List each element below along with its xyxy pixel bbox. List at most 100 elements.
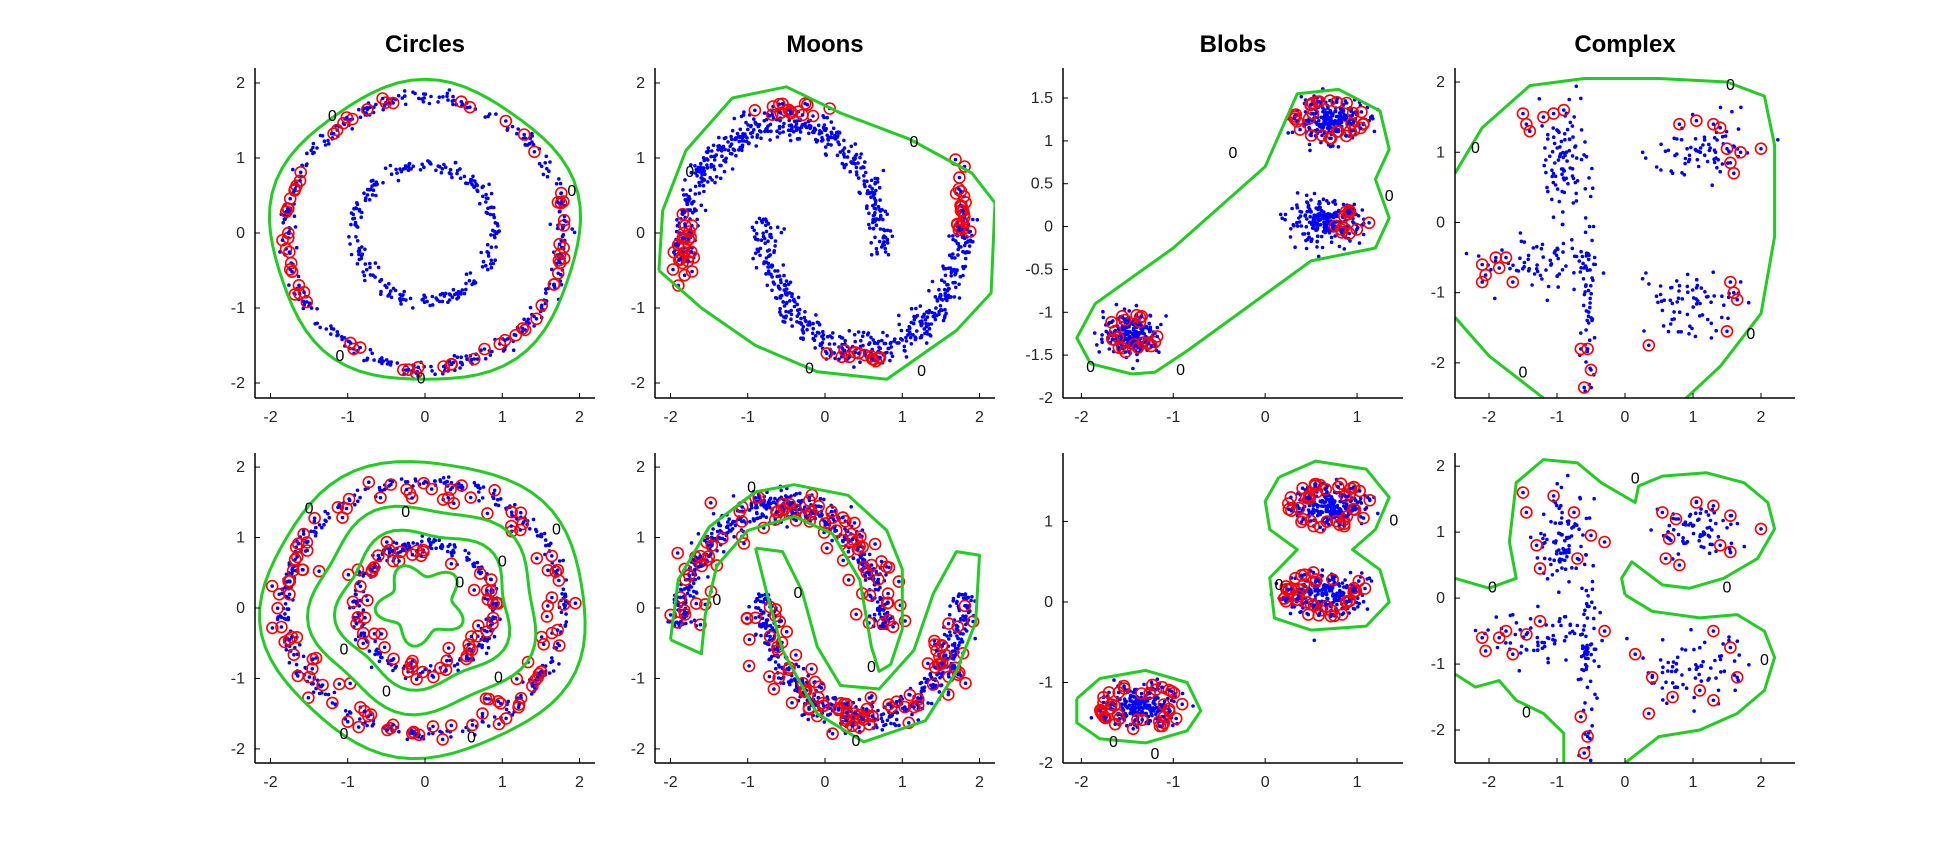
data-point — [1511, 263, 1515, 268]
data-point — [1714, 328, 1718, 333]
data-point — [1551, 135, 1556, 139]
data-point — [480, 496, 485, 500]
support-vector-marker — [480, 584, 494, 597]
data-point — [556, 568, 560, 572]
data-point — [1325, 199, 1329, 203]
data-point — [688, 594, 693, 598]
data-point — [961, 273, 965, 278]
data-point — [769, 235, 774, 240]
data-point — [1316, 224, 1320, 228]
data-point — [1159, 322, 1163, 327]
data-point — [1125, 329, 1130, 334]
data-point — [344, 506, 349, 511]
data-point — [496, 223, 500, 228]
data-point — [717, 523, 721, 528]
data-point — [350, 127, 355, 131]
data-point — [1352, 202, 1357, 207]
data-point — [847, 149, 851, 154]
data-point — [927, 288, 931, 293]
data-point — [434, 168, 438, 173]
data-point — [855, 173, 859, 177]
data-point — [545, 614, 549, 619]
data-point — [346, 719, 350, 724]
data-point — [1344, 134, 1349, 138]
data-point — [409, 167, 413, 171]
data-point — [849, 144, 854, 149]
data-point — [1535, 244, 1539, 249]
support-vector-marker — [382, 543, 396, 557]
data-point — [371, 188, 376, 192]
data-point — [346, 572, 351, 577]
data-point — [882, 240, 886, 244]
data-point — [1321, 197, 1326, 201]
data-point — [1539, 246, 1544, 251]
data-point — [460, 729, 465, 733]
data-point — [533, 686, 537, 690]
support-vector-marker — [265, 579, 279, 593]
data-point — [357, 207, 362, 212]
data-point — [884, 722, 888, 727]
data-point — [1356, 214, 1361, 218]
contour-level-label: 0 — [339, 726, 348, 743]
data-point — [1307, 235, 1311, 239]
data-point — [556, 200, 560, 205]
data-point — [744, 120, 748, 125]
data-point — [436, 100, 440, 104]
data-point — [559, 191, 564, 195]
data-point — [475, 357, 480, 361]
data-point — [1561, 176, 1566, 180]
data-point — [356, 725, 361, 729]
data-point — [467, 278, 472, 283]
data-point — [427, 732, 431, 736]
support-vector-marker — [444, 483, 457, 496]
y-tick-label: -0.5 — [1025, 261, 1053, 278]
data-point — [1283, 217, 1287, 222]
data-point — [875, 341, 880, 346]
data-point — [557, 643, 562, 648]
data-point — [803, 121, 807, 126]
data-point — [727, 517, 731, 521]
data-point — [399, 477, 404, 481]
data-point — [467, 557, 471, 562]
x-tick-label: -1 — [741, 409, 755, 426]
data-point — [738, 127, 743, 132]
contour-level-label: 0 — [685, 164, 694, 181]
y-tick-label: 1.5 — [1031, 90, 1053, 107]
data-point — [1312, 223, 1316, 228]
data-point — [1333, 202, 1338, 206]
data-point — [951, 252, 955, 256]
support-vector-marker — [554, 196, 568, 210]
data-point — [305, 151, 309, 156]
contour-level-label: 0 — [467, 730, 476, 747]
data-point — [963, 264, 968, 269]
data-point — [1686, 159, 1691, 164]
data-point — [360, 245, 364, 249]
data-point — [554, 182, 559, 186]
data-point — [471, 174, 475, 179]
data-point — [1553, 161, 1557, 165]
data-point — [948, 266, 953, 270]
data-point — [1097, 350, 1101, 354]
data-point — [889, 351, 893, 355]
data-point — [789, 494, 793, 498]
data-point — [859, 166, 863, 170]
support-vector-marker — [1288, 112, 1301, 125]
data-point — [1577, 259, 1582, 263]
data-point — [314, 656, 318, 660]
data-point — [732, 148, 737, 152]
support-vector-marker — [308, 511, 321, 525]
data-point — [469, 634, 474, 639]
support-vector-marker — [344, 336, 357, 350]
data-point — [302, 290, 306, 295]
data-point — [881, 227, 886, 232]
data-point — [754, 144, 758, 148]
data-point — [1705, 317, 1710, 322]
support-vector-marker — [316, 678, 329, 692]
data-point — [543, 538, 548, 542]
data-point — [292, 652, 296, 657]
data-point — [777, 274, 782, 278]
data-point — [828, 334, 832, 338]
data-point — [1550, 149, 1555, 154]
data-point — [1309, 239, 1313, 243]
data-point — [513, 502, 517, 507]
